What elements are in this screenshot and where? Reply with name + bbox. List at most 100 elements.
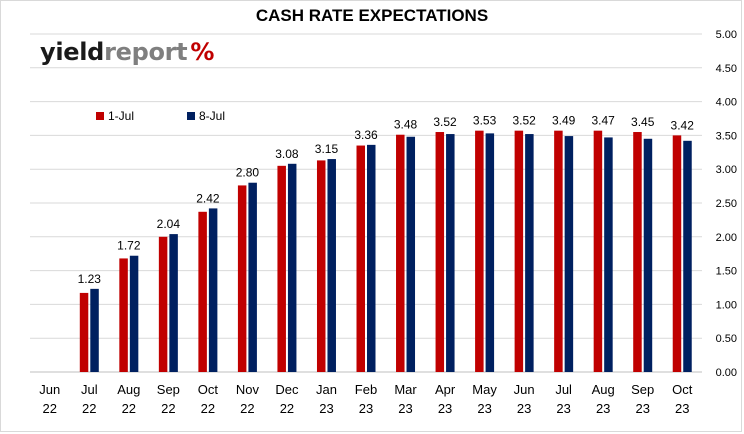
x-tick-label-month: Nov xyxy=(236,382,260,397)
data-label: 3.48 xyxy=(394,118,418,132)
bar-series2 xyxy=(367,144,376,372)
y-tick-label: 4.50 xyxy=(716,63,737,75)
x-tick-label-year: 23 xyxy=(359,401,373,416)
y-tick-label: 5.00 xyxy=(716,29,737,41)
data-label: 3.36 xyxy=(354,128,378,142)
x-tick-label-month: May xyxy=(472,382,497,397)
data-label: 3.08 xyxy=(275,147,299,161)
data-label: 3.52 xyxy=(433,115,457,129)
x-tick-label-month: Aug xyxy=(117,382,140,397)
bar-series1 xyxy=(593,130,603,372)
bar-series2 xyxy=(643,138,653,372)
x-tick-label-year: 23 xyxy=(675,401,689,416)
x-tick-label-year: 22 xyxy=(82,401,96,416)
bar-series1 xyxy=(277,165,286,372)
bar-series2 xyxy=(406,136,416,372)
x-tick-label-year: 23 xyxy=(438,401,452,416)
x-tick-label-month: Oct xyxy=(198,382,219,397)
x-tick-label-month: Aug xyxy=(592,382,615,397)
bar-series2 xyxy=(169,234,178,372)
bar-series2 xyxy=(525,134,534,372)
y-tick-label: 2.00 xyxy=(716,232,737,244)
bar-series2 xyxy=(90,288,99,372)
bar-series2 xyxy=(208,208,218,372)
x-tick-label-month: Oct xyxy=(672,382,693,397)
x-tick-label-year: 22 xyxy=(280,401,294,416)
bar-series2 xyxy=(327,159,336,372)
data-label: 3.42 xyxy=(671,118,695,132)
x-tick-label-year: 22 xyxy=(43,401,57,416)
x-tick-label-year: 23 xyxy=(596,401,610,416)
bar-series1 xyxy=(79,292,89,372)
bar-series2 xyxy=(604,137,613,372)
x-tick-label-month: Feb xyxy=(355,382,377,397)
data-label: 1.23 xyxy=(78,272,102,286)
bar-series1 xyxy=(158,236,168,372)
logo-word-yield: yield xyxy=(40,38,105,66)
bar-series1 xyxy=(633,132,642,372)
y-tick-label: 0.50 xyxy=(716,333,737,345)
bar-series2 xyxy=(564,136,574,372)
y-tick-label: 3.50 xyxy=(716,130,737,142)
legend-label-series2: 8-Jul xyxy=(199,109,225,123)
bar-series2 xyxy=(485,133,495,372)
chart-title: CASH RATE EXPECTATIONS xyxy=(255,6,489,25)
bar-series1 xyxy=(316,160,326,372)
x-tick-label-year: 22 xyxy=(122,401,136,416)
y-tick-label: 0.00 xyxy=(716,367,737,379)
x-tick-label-month: Mar xyxy=(394,382,417,397)
data-label: 3.49 xyxy=(552,114,576,128)
bar-series1 xyxy=(237,185,247,372)
x-tick-label-year: 22 xyxy=(161,401,175,416)
x-tick-label-month: Jul xyxy=(555,382,572,397)
x-tick-label-month: Dec xyxy=(275,382,299,397)
x-tick-label-year: 23 xyxy=(477,401,491,416)
data-label: 2.04 xyxy=(157,217,181,231)
x-tick-label-month: Apr xyxy=(435,382,456,397)
x-tick-label-month: Jun xyxy=(39,382,60,397)
x-tick-label-month: Jan xyxy=(316,382,337,397)
y-tick-label: 2.50 xyxy=(716,198,737,210)
bar-series1 xyxy=(198,211,207,372)
data-label: 3.47 xyxy=(591,114,615,128)
bar-series1 xyxy=(119,258,128,372)
logo-percent-icon: % xyxy=(190,38,215,66)
x-tick-label-year: 23 xyxy=(635,401,649,416)
x-tick-label-year: 22 xyxy=(201,401,215,416)
bar-series2 xyxy=(248,182,257,372)
legend-label-series1: 1-Jul xyxy=(108,109,134,123)
yieldreport-logo: yieldreport% xyxy=(40,34,214,70)
y-tick-label: 1.00 xyxy=(716,299,737,311)
x-tick-label-year: 22 xyxy=(240,401,254,416)
bar-series2 xyxy=(446,134,455,372)
data-label: 3.53 xyxy=(473,114,497,128)
legend-swatch-series1 xyxy=(96,112,104,120)
x-tick-label-year: 23 xyxy=(517,401,531,416)
x-tick-label-month: Jul xyxy=(81,382,98,397)
bar-series1 xyxy=(672,135,682,372)
bar-series2 xyxy=(129,255,139,372)
x-tick-label-year: 23 xyxy=(398,401,412,416)
data-label: 1.72 xyxy=(117,239,141,253)
y-tick-label: 4.00 xyxy=(716,97,737,109)
x-tick-label-month: Jun xyxy=(514,382,535,397)
data-label: 3.45 xyxy=(631,115,655,129)
data-label: 3.52 xyxy=(512,114,536,128)
bar-series2 xyxy=(683,140,692,372)
x-tick-label-month: Sep xyxy=(157,382,180,397)
y-tick-label: 1.50 xyxy=(716,266,737,278)
x-tick-label-month: Sep xyxy=(631,382,654,397)
bar-series1 xyxy=(514,130,524,372)
bar-series2 xyxy=(287,163,297,372)
x-tick-label-year: 23 xyxy=(556,401,570,416)
logo-word-report: report xyxy=(104,38,188,66)
bar-series1 xyxy=(435,132,445,372)
bar-series1 xyxy=(554,130,563,372)
bar-series1 xyxy=(396,134,405,372)
legend-swatch-series2 xyxy=(187,112,195,120)
data-label: 2.42 xyxy=(196,191,220,205)
x-tick-label-year: 23 xyxy=(319,401,333,416)
y-tick-label: 3.00 xyxy=(716,164,737,176)
